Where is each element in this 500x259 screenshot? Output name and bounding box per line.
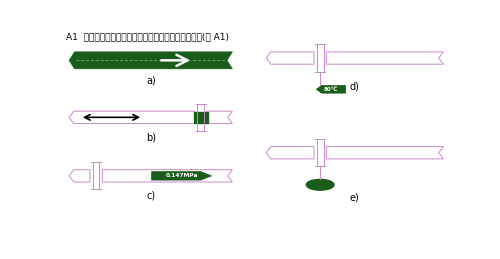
Polygon shape xyxy=(69,52,232,69)
Polygon shape xyxy=(152,172,212,180)
Text: 0.147MPa: 0.147MPa xyxy=(166,173,198,178)
Polygon shape xyxy=(316,85,346,93)
Text: 80℃: 80℃ xyxy=(324,87,338,92)
Text: A1  基本识别色和流向、压力、温度等标识方法参考图(图 A1): A1 基本识别色和流向、压力、温度等标识方法参考图(图 A1) xyxy=(66,33,229,42)
Ellipse shape xyxy=(306,179,334,190)
Text: a): a) xyxy=(146,76,156,86)
Text: d): d) xyxy=(350,81,360,91)
Text: b): b) xyxy=(146,133,156,143)
Bar xyxy=(194,112,207,123)
Text: c): c) xyxy=(146,190,156,200)
Text: e): e) xyxy=(350,193,360,203)
